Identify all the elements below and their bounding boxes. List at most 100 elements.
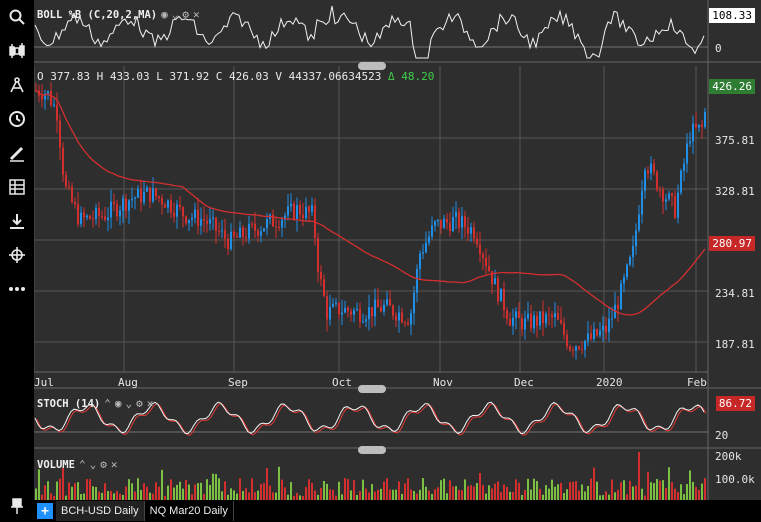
draw-icon[interactable] — [6, 74, 28, 96]
candle-body — [284, 215, 286, 220]
candle-body — [353, 310, 355, 315]
candle-body — [626, 264, 628, 278]
volume-bar — [236, 493, 238, 500]
gear-icon[interactable]: ⚙ — [182, 8, 189, 21]
x-label: Sep — [228, 376, 248, 389]
more-icon[interactable] — [6, 278, 28, 300]
candle-body — [404, 322, 406, 324]
candle-body — [275, 226, 277, 228]
candle-body — [413, 292, 415, 314]
chart-canvas[interactable] — [34, 0, 761, 500]
chevron-down-icon[interactable]: ⌄ — [171, 8, 179, 21]
volume-bar — [209, 484, 211, 500]
volume-bar — [425, 486, 427, 500]
add-chart-button[interactable]: + — [37, 503, 53, 519]
candle-body — [497, 278, 499, 302]
volume-bar — [500, 492, 502, 500]
candle-body — [293, 203, 295, 219]
crosshair-icon[interactable] — [6, 244, 28, 266]
candle-body — [86, 215, 88, 218]
candle-body — [389, 299, 391, 306]
candle-body — [587, 333, 589, 341]
volume-bar — [305, 487, 307, 500]
chevron-down-icon[interactable]: ⌄ — [125, 397, 133, 410]
chart-area[interactable]: BOLL %B (C,20,2,MA) ◉ ⌄ ⚙ ✕ 108.33 0 O 3… — [34, 0, 761, 500]
candle-body — [311, 205, 313, 212]
volume-bar — [461, 490, 463, 500]
volume-tick: 100.0k — [715, 473, 755, 486]
volume-bar — [56, 481, 58, 500]
volume-bar — [260, 484, 262, 500]
eye-icon[interactable]: ◉ — [114, 397, 122, 410]
volume-bar — [521, 494, 523, 500]
volume-bar — [695, 486, 697, 500]
x-label: Aug — [118, 376, 138, 389]
x-label: Nov — [433, 376, 453, 389]
volume-bar — [311, 482, 313, 500]
candle-body — [248, 223, 250, 239]
chevron-up-icon[interactable]: ⌃ — [104, 397, 111, 410]
volume-bar — [638, 452, 640, 500]
candle-body — [122, 198, 124, 211]
volume-bar — [68, 482, 70, 500]
layers-icon[interactable] — [6, 176, 28, 198]
search-icon[interactable] — [6, 6, 28, 28]
volume-bar — [134, 491, 136, 500]
tab-bch-usd[interactable]: BCH-USD Daily — [56, 501, 145, 521]
candle-body — [245, 237, 247, 239]
candle-body — [662, 189, 664, 202]
panel-resize-handle-1[interactable] — [358, 62, 386, 70]
candle-body — [608, 318, 610, 333]
boll-title-text: BOLL %B (C,20,2,MA) — [37, 8, 158, 21]
volume-bar — [662, 480, 664, 500]
volume-bar — [221, 491, 223, 500]
candle-body — [185, 216, 187, 224]
volume-bar — [680, 484, 682, 500]
volume-bar — [224, 481, 226, 500]
gear-icon[interactable]: ⚙ — [100, 458, 107, 471]
volume-bar — [347, 479, 349, 500]
candle-body — [302, 214, 304, 219]
volume-bar — [113, 493, 115, 500]
pin-icon[interactable] — [6, 495, 28, 517]
candle-body — [383, 304, 385, 312]
close-icon[interactable]: ✕ — [110, 458, 118, 471]
volume-bar — [71, 486, 73, 500]
candle-body — [152, 188, 154, 202]
volume-bar — [422, 478, 424, 500]
close-icon[interactable]: ✕ — [192, 8, 200, 21]
volume-bar — [623, 480, 625, 500]
candle-body — [362, 321, 364, 323]
download-icon[interactable] — [6, 210, 28, 232]
volume-bar — [191, 494, 193, 500]
candle-body — [356, 308, 358, 311]
volume-bar — [533, 478, 535, 500]
candle-body — [110, 201, 112, 218]
close-icon[interactable]: ✕ — [146, 397, 154, 410]
volume-bar — [62, 467, 64, 500]
candle-body — [536, 315, 538, 326]
candle-body — [446, 218, 448, 223]
gear-icon[interactable]: ⚙ — [136, 397, 143, 410]
volume-bar — [308, 479, 310, 500]
candle-body — [518, 311, 520, 318]
clock-icon[interactable] — [6, 108, 28, 130]
candle-body — [428, 236, 430, 243]
chevron-up-icon[interactable]: ⌃ — [78, 458, 86, 471]
candle-body — [47, 91, 49, 94]
eye-icon[interactable]: ◉ — [161, 8, 168, 21]
volume-bar — [569, 482, 571, 500]
tab-nq-mar20[interactable]: NQ Mar20 Daily — [145, 501, 234, 521]
volume-bar — [119, 493, 121, 500]
pen-icon[interactable] — [6, 142, 28, 164]
candles-icon[interactable] — [6, 40, 28, 62]
volume-bar — [668, 467, 670, 500]
volume-bar — [476, 482, 478, 500]
chevron-down-icon[interactable]: ⌄ — [89, 458, 97, 471]
volume-bar — [485, 493, 487, 500]
panel-resize-handle-3[interactable] — [358, 446, 386, 454]
volume-bar — [137, 478, 139, 500]
candle-body — [173, 212, 175, 217]
panel-resize-handle-2[interactable] — [358, 385, 386, 393]
volume-bar — [281, 479, 283, 500]
